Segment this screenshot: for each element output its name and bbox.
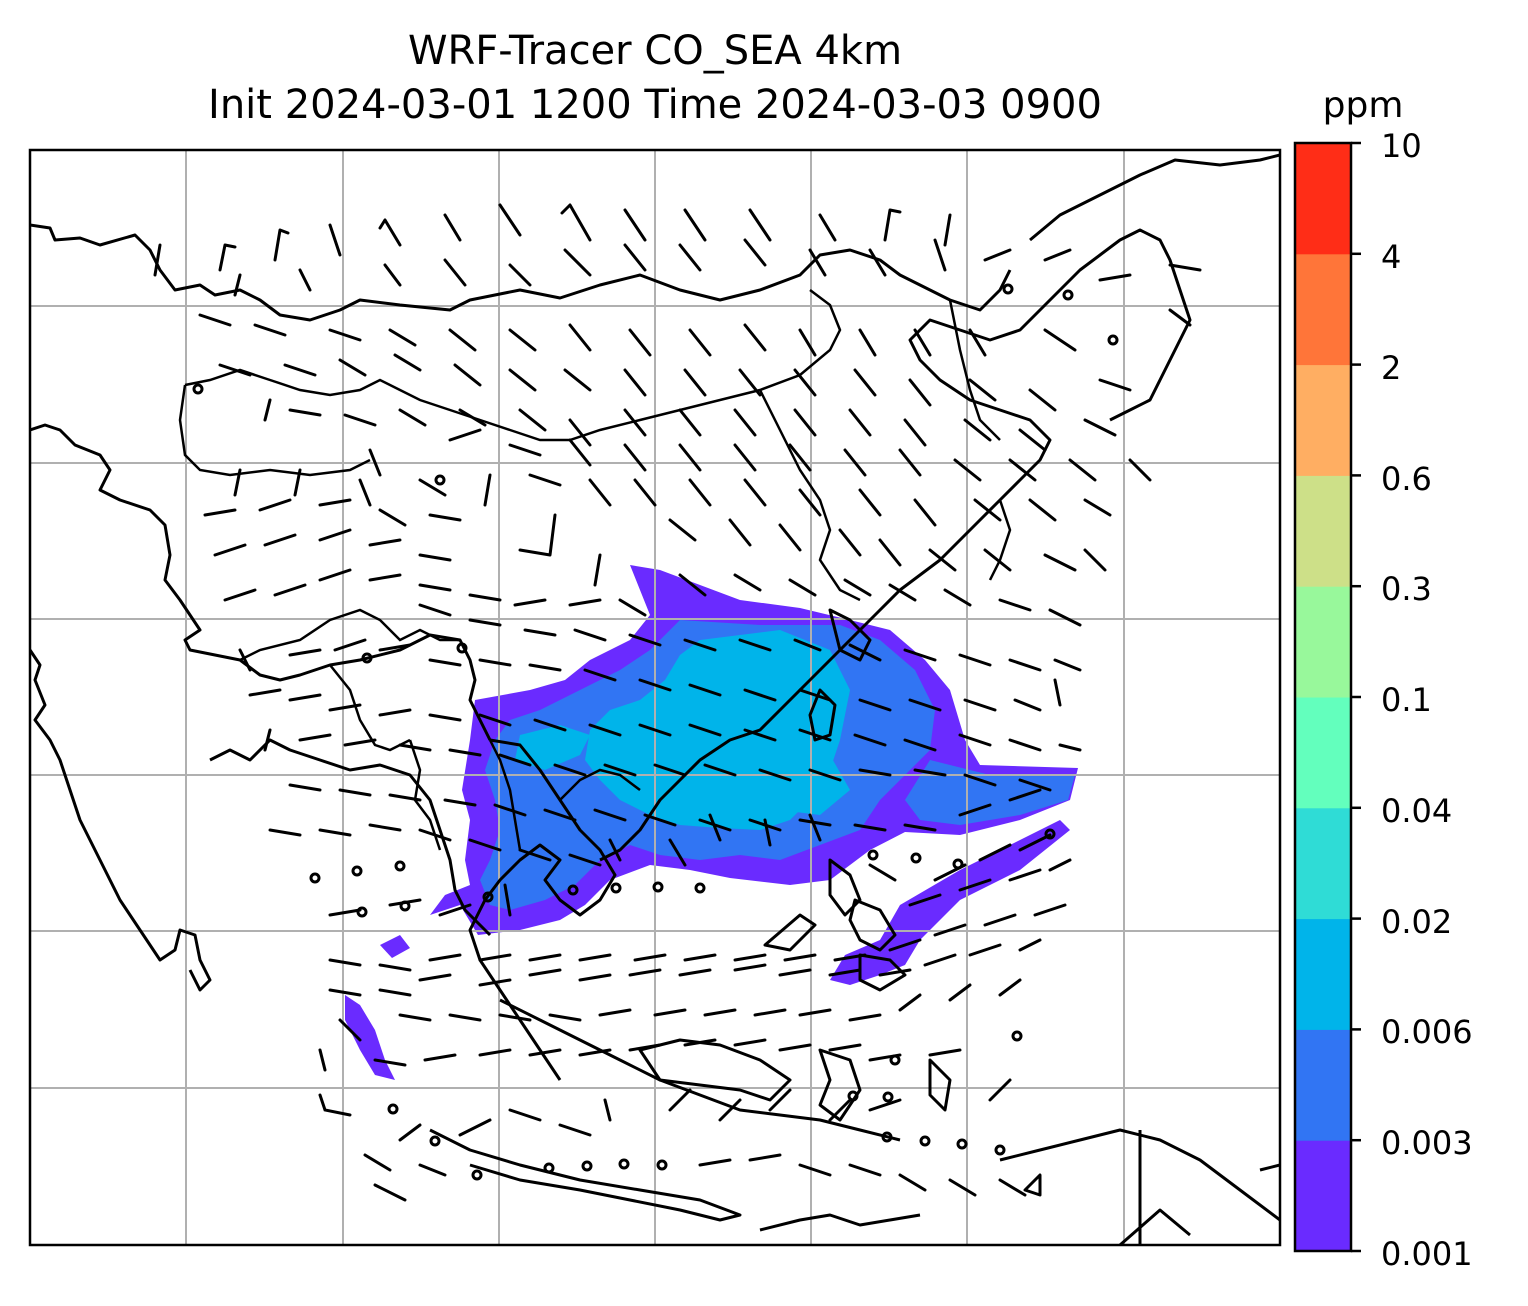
plume-level-1-band (830, 820, 1070, 985)
colorbar-segments (1295, 143, 1351, 1252)
colorbar-segment (1295, 697, 1351, 809)
colorbar-label: 2 (1381, 349, 1401, 387)
colorbar-label: 4 (1381, 238, 1401, 276)
colorbar-label: 0.02 (1381, 903, 1452, 941)
colorbar-label: 0.6 (1381, 460, 1432, 498)
map-title-line1: WRF-Tracer CO_SEA 4km (407, 28, 903, 74)
colorbar-ticks (1351, 141, 1361, 1253)
colorbar-segment (1295, 475, 1351, 587)
colorbar-label: 0.1 (1381, 681, 1432, 719)
map-frame (28, 148, 1282, 1247)
colorbar-segment (1295, 586, 1351, 698)
colorbar-segment (1295, 807, 1351, 920)
colorbar-unit: ppm (1323, 85, 1404, 126)
colorbar-label: 0.001 (1381, 1235, 1473, 1273)
coastlines (30, 153, 1280, 1245)
colorbar-label: 0.04 (1381, 792, 1452, 830)
plume-level-1-spot (380, 935, 410, 958)
colorbar-label: 0.3 (1381, 570, 1432, 608)
colorbar-label: 0.006 (1381, 1013, 1473, 1051)
colorbar-segment (1295, 364, 1351, 476)
gridlines (30, 150, 1280, 1245)
colorbar-label: 0.003 (1381, 1124, 1473, 1162)
colorbar-segment (1295, 1140, 1351, 1252)
colorbar-segment (1295, 1029, 1351, 1141)
calm-wind-circles (192, 283, 1119, 1181)
colorbar-label: 10 (1381, 127, 1422, 165)
colorbar-segment (1295, 253, 1351, 366)
wind-barbs (153, 203, 1202, 1202)
map-title-line2: Init 2024-03-01 1200 Time 2024-03-03 090… (208, 82, 1102, 128)
country-borders (178, 289, 1012, 851)
plume-level-3-west (515, 725, 590, 770)
plume-level-2-east (905, 760, 1075, 825)
plume-level-3-mid (755, 750, 850, 815)
colorbar-segment (1295, 918, 1351, 1030)
plume-level-1-south (345, 995, 395, 1080)
colorbar-segment (1295, 143, 1351, 255)
